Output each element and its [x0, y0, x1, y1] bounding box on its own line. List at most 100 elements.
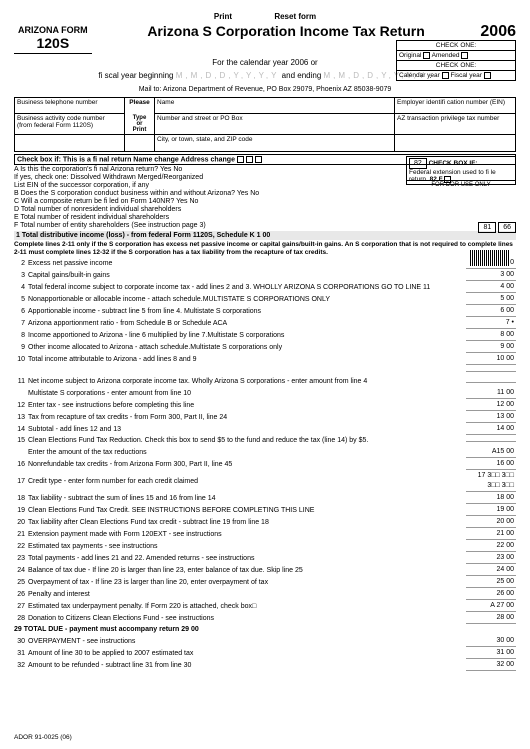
fiscal-checkbox[interactable]	[484, 72, 491, 79]
line-text: Tax liability - subtract the sum of line…	[28, 494, 466, 504]
form-line: 22Estimated tax payments - see instructi…	[14, 541, 516, 552]
azt-field[interactable]: AZ transaction privilege tax number	[395, 114, 515, 135]
line-amount[interactable]: 18 00	[466, 493, 516, 504]
check-one-row1: Original Amended	[397, 51, 515, 61]
line-amount[interactable]: 3 00	[466, 270, 516, 281]
line-amount[interactable]: 16 00	[466, 459, 516, 470]
line-num: 14	[14, 425, 28, 435]
line-amount[interactable]: A15 00	[466, 447, 516, 458]
form-line: 19Clean Elections Fund Tax Credit. SEE I…	[14, 505, 516, 516]
line-amount[interactable]: 22 00	[466, 541, 516, 552]
line-amount[interactable]: 25 00	[466, 577, 516, 588]
line-amount[interactable]: A 27 00	[466, 601, 516, 612]
form-line: 16Nonrefundable tax credits - from Arizo…	[14, 459, 516, 470]
line-num: 15	[14, 436, 28, 446]
line-amount[interactable]: 21 00	[466, 529, 516, 540]
fiscal-begin-input[interactable]: M,M,D,D,Y,Y,Y,Y	[176, 71, 280, 80]
line-amount[interactable]: 28 00	[466, 613, 516, 624]
business-phone[interactable]: Business telephone number	[15, 98, 125, 114]
line-amount[interactable]: 20 00	[466, 517, 516, 528]
line-amount[interactable]: 12 00	[466, 400, 516, 411]
line-amount[interactable]: 31 00	[466, 648, 516, 659]
line-text: Estimated tax payments - see instruction…	[28, 542, 466, 552]
name-field[interactable]: Name	[155, 98, 395, 114]
line-num: 21	[14, 530, 28, 540]
calendar-checkbox[interactable]	[442, 72, 449, 79]
line-amount[interactable]: 8 00	[466, 330, 516, 341]
form-line: 32Amount to be refunded - subtract line …	[14, 660, 516, 671]
line-num: 31	[14, 649, 28, 659]
line-amount[interactable]: 11 00	[466, 388, 516, 399]
form-line: 30OVERPAYMENT - see instructions30 00	[14, 636, 516, 647]
line-text: Nonapportionable or allocable income - a…	[28, 295, 466, 305]
line-amount[interactable]: 9 00	[466, 342, 516, 353]
reset-button[interactable]: Reset form	[274, 12, 316, 21]
amended-label: Amended	[432, 52, 460, 59]
original-label: Original	[399, 52, 421, 59]
line-amount[interactable]	[466, 382, 516, 383]
form-line: 5Nonapportionable or allocable income - …	[14, 294, 516, 305]
line-text: Balance of tax due - If line 20 is large…	[28, 566, 466, 576]
street-field[interactable]: Number and street or PO Box	[155, 114, 395, 135]
line-amount[interactable]: 23 00	[466, 553, 516, 564]
line-num: 6	[14, 307, 28, 317]
amended-checkbox[interactable]	[461, 52, 468, 59]
form-line: 23Total payments - add lines 21 and 22. …	[14, 553, 516, 564]
tax-year: 2006	[480, 23, 516, 41]
check-one-h1: CHECK ONE:	[397, 41, 515, 51]
address-change-checkbox[interactable]	[255, 156, 262, 163]
line-text: OVERPAYMENT - see instructions	[28, 637, 466, 647]
line-num: 26	[14, 590, 28, 600]
line-num: 16	[14, 460, 28, 470]
line-amount[interactable]: 6 00	[466, 306, 516, 317]
form-line: 12Enter tax - see instructions before co…	[14, 400, 516, 411]
line-text: Clean Elections Fund Tax Credit. SEE INS…	[28, 506, 466, 516]
line-c: C Will a composite return be fi led on F…	[14, 198, 516, 205]
line-amount[interactable]: 30 00	[466, 636, 516, 647]
bacn-label: Business activity code number	[17, 115, 105, 122]
line-num: 18	[14, 494, 28, 504]
fiscal-end-label: and ending	[282, 71, 322, 80]
form-line: 17Credit type - enter form number for ea…	[14, 471, 516, 492]
line-amount[interactable]: 24 00	[466, 565, 516, 576]
print-button[interactable]: Print	[214, 12, 232, 21]
line-amount[interactable]: 7 •	[466, 318, 516, 329]
lines-container: 2Excess net passive income2 003Capital g…	[14, 258, 516, 624]
line-amount[interactable]: 19 00	[466, 505, 516, 516]
line-num: 5	[14, 295, 28, 305]
bacn-sublabel: (from federal Form 1120S)	[17, 122, 93, 129]
line-amount[interactable]: 14 00	[466, 424, 516, 435]
bacn[interactable]: Business activity code number (from fede…	[15, 114, 125, 135]
city-field[interactable]: City, or town, state, and ZIP code	[155, 135, 395, 151]
final-return-checkbox[interactable]	[237, 156, 244, 163]
for-dor-only: FOR DOR USE ONLY	[406, 180, 516, 188]
line-amount[interactable]	[466, 441, 516, 442]
line-num: 13	[14, 413, 28, 423]
line-num: 9	[14, 343, 28, 353]
line-amount[interactable]: 5 00	[466, 294, 516, 305]
line-amount[interactable]	[466, 371, 516, 372]
line-amount[interactable]: 13 00	[466, 412, 516, 423]
line-num: 28	[14, 614, 28, 624]
ein-field[interactable]: Employer identifi cation number (EIN)	[395, 98, 515, 114]
line-text: Extension payment made with Form 120EXT …	[28, 530, 466, 540]
mail-to: Mail to: Arizona Department of Revenue, …	[14, 86, 516, 93]
form-line: 11Net income subject to Arizona corporat…	[14, 377, 516, 387]
line-num: 19	[14, 506, 28, 516]
note-1: Complete lines 2-11 only if the S corpor…	[14, 241, 516, 257]
spacer2	[125, 135, 155, 151]
line-num: 23	[14, 554, 28, 564]
original-checkbox[interactable]	[423, 52, 430, 59]
line-amount[interactable]: 4 00	[466, 282, 516, 293]
line-amount[interactable]: 17 3□□ 3□□ 3□□ 3□□	[466, 471, 516, 492]
line-amount[interactable]: 32 00	[466, 660, 516, 671]
fiscal-begin-label: fi scal year beginning	[98, 71, 173, 80]
name-change-checkbox[interactable]	[246, 156, 253, 163]
line-text: Overpayment of tax - If line 23 is large…	[28, 578, 466, 588]
line-amount[interactable]: 26 00	[466, 589, 516, 600]
box-66: 66	[498, 222, 516, 233]
line-e: E Total number of resident individual sh…	[14, 214, 516, 221]
line-num: 27	[14, 602, 28, 612]
form-line: 7Arizona apportionment ratio - from Sche…	[14, 318, 516, 329]
line-amount[interactable]: 10 00	[466, 354, 516, 365]
